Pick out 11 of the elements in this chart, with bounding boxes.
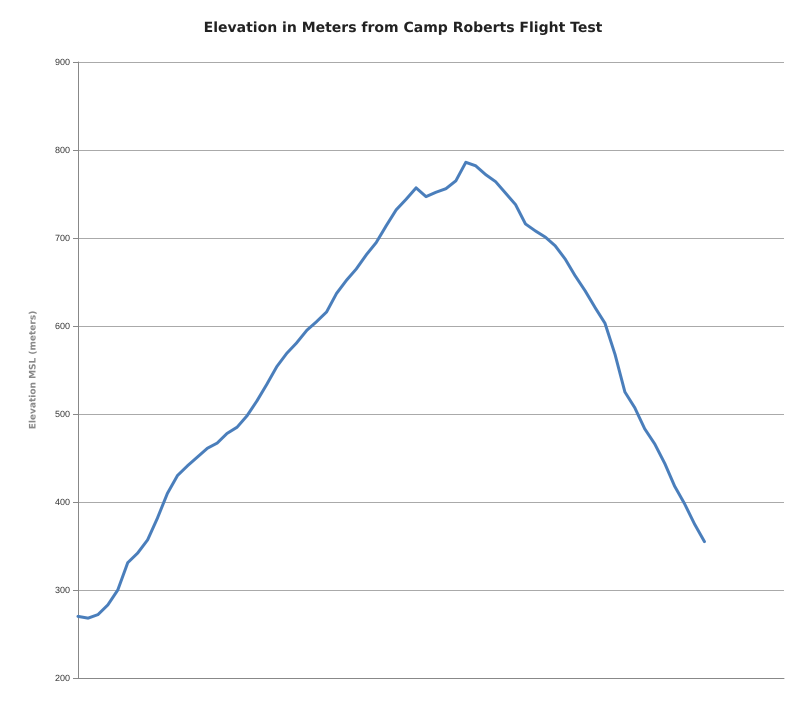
y-tick-label: 200 (54, 673, 70, 683)
y-tick-label: 600 (54, 321, 70, 331)
y-tick-label: 500 (54, 409, 70, 419)
y-tick-label: 700 (54, 233, 70, 243)
y-tick-label: 400 (54, 497, 70, 507)
line-series (76, 160, 706, 620)
y-tick-label: 900 (54, 57, 70, 67)
y-axis-title: Elevation MSL (meters) (28, 310, 38, 430)
y-tick-label: 300 (54, 585, 70, 595)
y-tick-label: 800 (54, 145, 70, 155)
chart-title: Elevation in Meters from Camp Roberts Flight Test (204, 20, 603, 36)
